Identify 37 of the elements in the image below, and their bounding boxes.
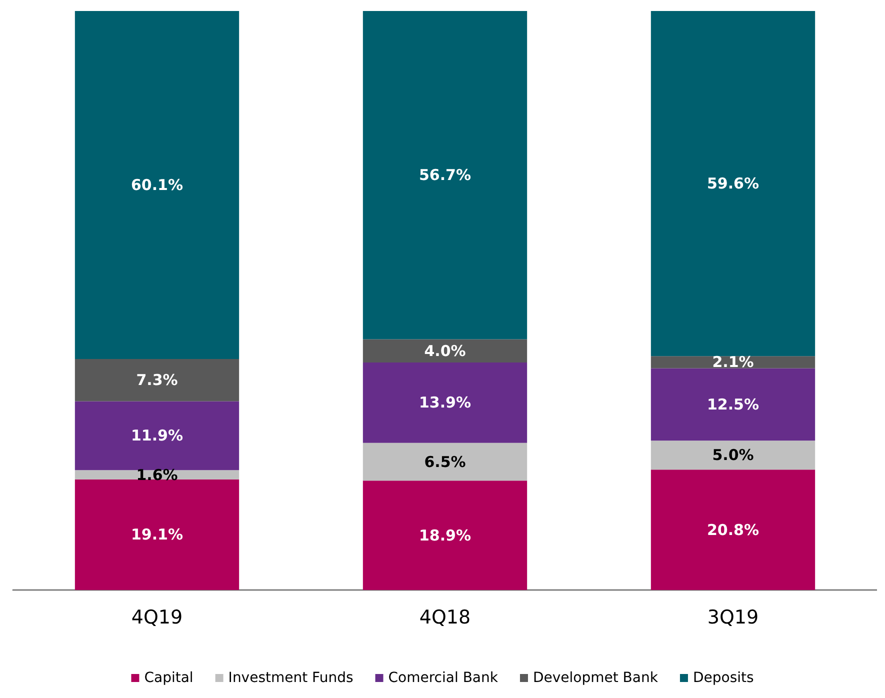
bar	[74, 470, 240, 480]
bar	[74, 358, 240, 402]
data-label: 13.9%	[418, 394, 472, 412]
data-label: 11.9%	[130, 426, 184, 445]
data-label: 12.5%	[706, 395, 760, 414]
x-tick-label: 3Q19	[707, 606, 759, 628]
bar	[650, 11, 816, 356]
data-label: 18.9%	[418, 526, 472, 544]
x-tick-label: 4Q19	[131, 606, 183, 628]
legend-label: Capital	[144, 670, 194, 686]
bar	[362, 442, 528, 481]
data-label: 20.8%	[706, 520, 760, 539]
legend-label: Developmet Bank	[532, 670, 659, 686]
bar	[362, 480, 528, 590]
data-label: 4.0%	[424, 342, 466, 360]
data-label: 1.6%	[136, 466, 178, 484]
bar	[362, 362, 528, 443]
data-label: 60.1%	[130, 176, 184, 194]
data-label: 7.3%	[136, 371, 178, 390]
data-label: 56.7%	[418, 166, 472, 184]
bar	[74, 11, 240, 359]
bar	[362, 339, 528, 362]
bar	[74, 479, 240, 590]
data-label: 5.0%	[712, 446, 754, 464]
data-label: 2.1%	[712, 353, 754, 372]
data-label: 59.6%	[706, 174, 760, 193]
bar	[650, 440, 816, 470]
bar	[362, 11, 528, 340]
legend-label: Comercial Bank	[388, 670, 499, 686]
legend-label: Deposits	[692, 670, 754, 686]
bar	[650, 470, 816, 590]
bar	[74, 401, 240, 470]
data-label: 19.1%	[130, 526, 184, 544]
x-tick-label: 4Q18	[419, 606, 471, 628]
data-label: 6.5%	[424, 452, 466, 471]
legend-label: Investment Funds	[228, 670, 354, 686]
bar	[650, 368, 816, 441]
